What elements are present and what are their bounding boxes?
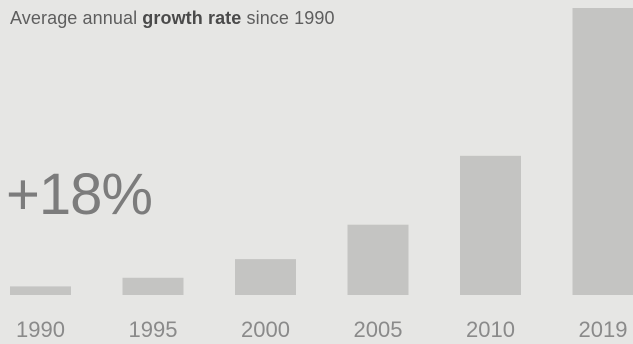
- x-tick-label-2005: 2005: [354, 317, 403, 342]
- bar-1995: [122, 277, 184, 295]
- x-tick-label-2010: 2010: [466, 317, 515, 342]
- bar-2010: [460, 155, 521, 295]
- bar-2005: [347, 224, 409, 295]
- headline-value: +18%: [6, 162, 153, 227]
- x-tick-label-2019: 2019: [579, 317, 628, 342]
- x-tick-label-1990: 1990: [16, 317, 65, 342]
- bar-1990: [10, 286, 71, 295]
- x-axis-ticks: 1990 1995 2000 2005 2010 2019: [16, 317, 627, 342]
- bar-group: [10, 8, 633, 295]
- title-prefix: Average annual: [10, 8, 138, 28]
- title-emphasis: growth rate: [142, 8, 242, 28]
- title-suffix: since 1990: [246, 8, 335, 28]
- bar-2000: [235, 259, 296, 295]
- bar-2019: [572, 8, 633, 295]
- x-tick-label-1995: 1995: [129, 317, 178, 342]
- x-tick-label-2000: 2000: [241, 317, 290, 342]
- chart-title: Average annual growth rate since 1990: [10, 8, 335, 29]
